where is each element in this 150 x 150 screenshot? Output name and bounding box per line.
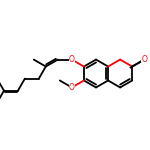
Text: O: O bbox=[69, 55, 75, 64]
Text: O: O bbox=[69, 83, 75, 92]
Text: O: O bbox=[141, 55, 147, 64]
